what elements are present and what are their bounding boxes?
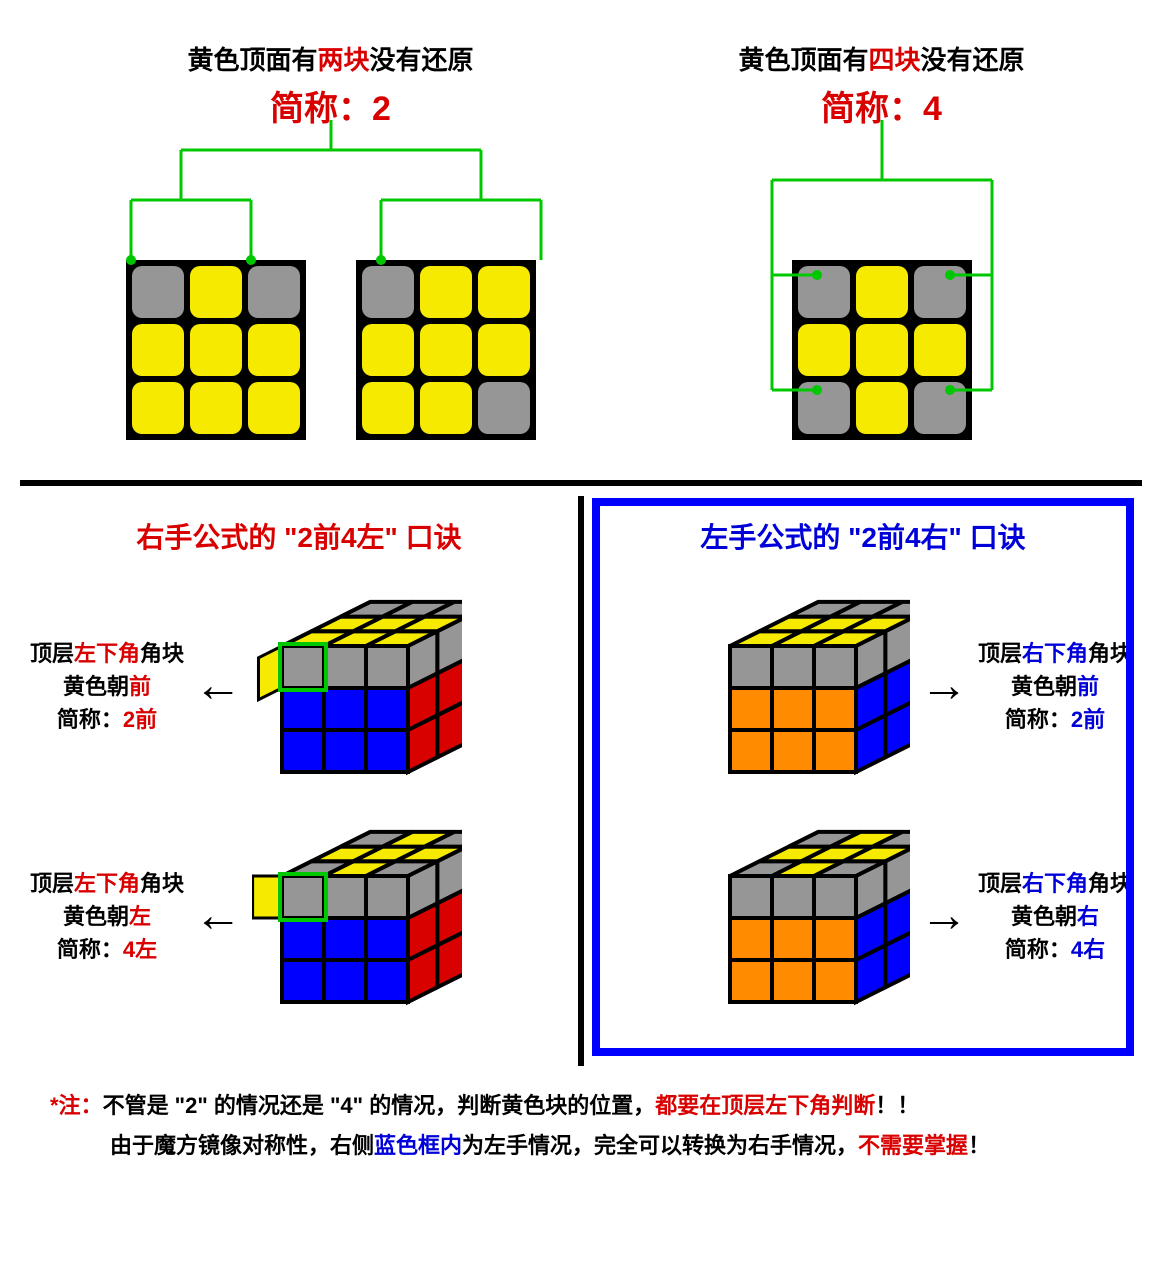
grid-2b [356, 260, 536, 440]
right-title: 左手公式的 "2前4右" 口诀 [594, 516, 1132, 556]
cube-icon [700, 586, 910, 786]
arrow-icon: → [920, 662, 968, 710]
top-section: 黄色顶面有两块没有还原 简称：2 黄色顶面有四块没有还原 简称：4 [20, 20, 1142, 470]
case2-connector [101, 120, 561, 270]
cube-label: 顶层右下角角块 黄色朝右 简称：4右 [978, 867, 1132, 966]
bottom-section: 右手公式的 "2前4左" 口诀 顶层左下角角块 黄色朝前 简称：2前 ← 顶层左… [20, 496, 1142, 1066]
grid-2a [126, 260, 306, 440]
case4-subtitle: 简称：4 [702, 81, 1062, 130]
case4-title: 黄色顶面有四块没有还原 [702, 40, 1062, 77]
cube-label: 顶层左下角角块 黄色朝左 简称：4左 [30, 867, 184, 966]
divider-h [20, 480, 1142, 486]
cube-label: 顶层左下角角块 黄色朝前 简称：2前 [30, 637, 184, 736]
grid-4 [792, 260, 972, 440]
case4-grids [702, 260, 1062, 440]
cube-row: 顶层左下角角块 黄色朝前 简称：2前 ← [30, 586, 568, 786]
left-rows: 顶层左下角角块 黄色朝前 简称：2前 ← 顶层左下角角块 黄色朝左 简称：4左 … [30, 586, 568, 1016]
case2-grids [101, 260, 561, 440]
cube-label: 顶层右下角角块 黄色朝前 简称：2前 [978, 637, 1132, 736]
left-title: 右手公式的 "2前4左" 口诀 [30, 516, 568, 556]
left-pane: 右手公式的 "2前4左" 口诀 顶层左下角角块 黄色朝前 简称：2前 ← 顶层左… [20, 496, 578, 1066]
arrow-icon: ← [194, 892, 242, 940]
cube-icon [700, 816, 910, 1016]
cube-row: 顶层右下角角块 黄色朝前 简称：2前 → [594, 586, 1132, 786]
case-4-block: 黄色顶面有四块没有还原 简称：4 [702, 40, 1062, 440]
cube-row: 顶层右下角角块 黄色朝右 简称：4右 → [594, 816, 1132, 1016]
case2-subtitle: 简称：2 [101, 81, 561, 130]
case-2-block: 黄色顶面有两块没有还原 简称：2 [101, 40, 561, 440]
case2-title: 黄色顶面有两块没有还原 [101, 40, 561, 77]
arrow-icon: → [920, 892, 968, 940]
arrow-icon: ← [194, 662, 242, 710]
right-rows: 顶层右下角角块 黄色朝前 简称：2前 → 顶层右下角角块 黄色朝右 简称：4右 … [594, 586, 1132, 1016]
cube-icon [252, 586, 462, 786]
cube-row: 顶层左下角角块 黄色朝左 简称：4左 ← [30, 816, 568, 1016]
right-pane: 左手公式的 "2前4右" 口诀 顶层右下角角块 黄色朝前 简称：2前 → 顶层右… [584, 496, 1142, 1066]
footer-note: *注：不管是 "2" 的情况还是 "4" 的情况，判断黄色块的位置，都要在顶层左… [20, 1066, 1142, 1165]
cube-icon [252, 816, 462, 1016]
